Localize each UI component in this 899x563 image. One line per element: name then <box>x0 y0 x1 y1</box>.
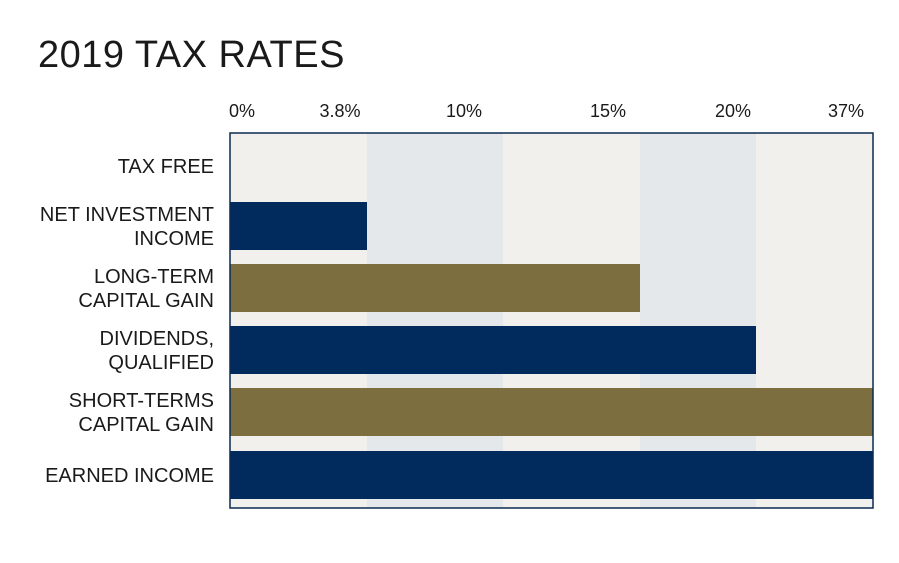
band-2 <box>503 133 640 508</box>
bar <box>230 451 873 499</box>
bar <box>230 264 640 312</box>
chart-title: 2019 TAX RATES <box>38 34 345 76</box>
bar <box>230 388 873 436</box>
category-label: CAPITAL GAIN <box>78 290 214 312</box>
background-bands <box>230 133 873 508</box>
category-label: LONG-TERM <box>94 266 214 288</box>
category-label: INCOME <box>134 228 214 250</box>
plot-frame <box>229 132 874 509</box>
category-label: SHORT-TERMS <box>69 390 214 412</box>
category-label: QUALIFIED <box>108 352 214 374</box>
band-0 <box>230 133 367 508</box>
category-label: TAX FREE <box>118 156 214 178</box>
bars <box>230 202 873 499</box>
tick-label: 3.8% <box>319 101 360 121</box>
x-tick-labels: 0% 3.8% 10% 15% 20% 37% <box>229 101 864 121</box>
bar <box>230 326 756 374</box>
band-3 <box>640 133 756 508</box>
tick-label: 0% <box>229 101 255 121</box>
category-label: CAPITAL GAIN <box>78 414 214 436</box>
bar <box>230 202 367 250</box>
band-4 <box>756 133 873 508</box>
category-label: DIVIDENDS, <box>100 328 214 350</box>
category-label: EARNED INCOME <box>45 465 214 487</box>
tick-label: 10% <box>446 101 482 121</box>
tick-label: 37% <box>828 101 864 121</box>
tick-label: 20% <box>715 101 751 121</box>
band-1 <box>367 133 503 508</box>
category-label: NET INVESTMENT <box>40 204 214 226</box>
tick-label: 15% <box>590 101 626 121</box>
